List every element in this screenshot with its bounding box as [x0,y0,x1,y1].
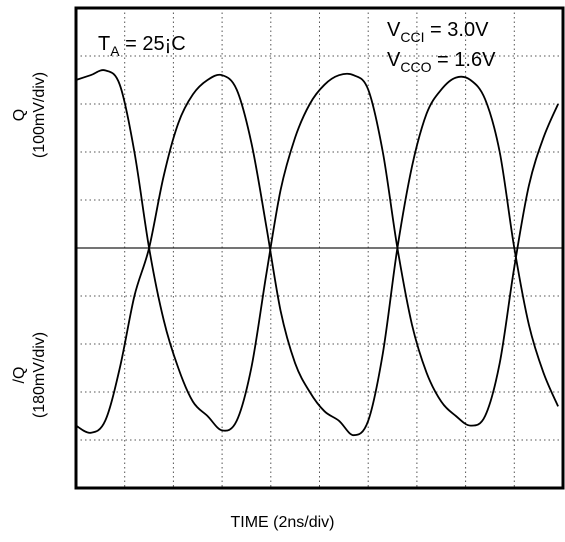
x-axis-label: TIME (2ns/div) [230,514,335,531]
plot-frame [74,6,565,490]
trace-series-1 [75,69,559,432]
trace-series-2 [75,73,559,437]
vcco-annotation: VCCO = 1.6V [387,49,496,75]
qbar-axis-label-line1: /Q [11,366,28,384]
vcci-annotation: VCCI = 3.0V [387,19,489,45]
qbar-axis-label-line2: (180mV/div) [31,331,48,419]
traces [75,69,559,437]
q-axis-label: Q (100mV/div) [10,55,50,175]
q-axis-label-line2: (100mV/div) [31,71,48,159]
q-axis-label-line1: Q [11,108,28,122]
temperature-annotation: TA = 25¡C [98,33,186,59]
qbar-axis-label: /Q (180mV/div) [10,315,50,435]
